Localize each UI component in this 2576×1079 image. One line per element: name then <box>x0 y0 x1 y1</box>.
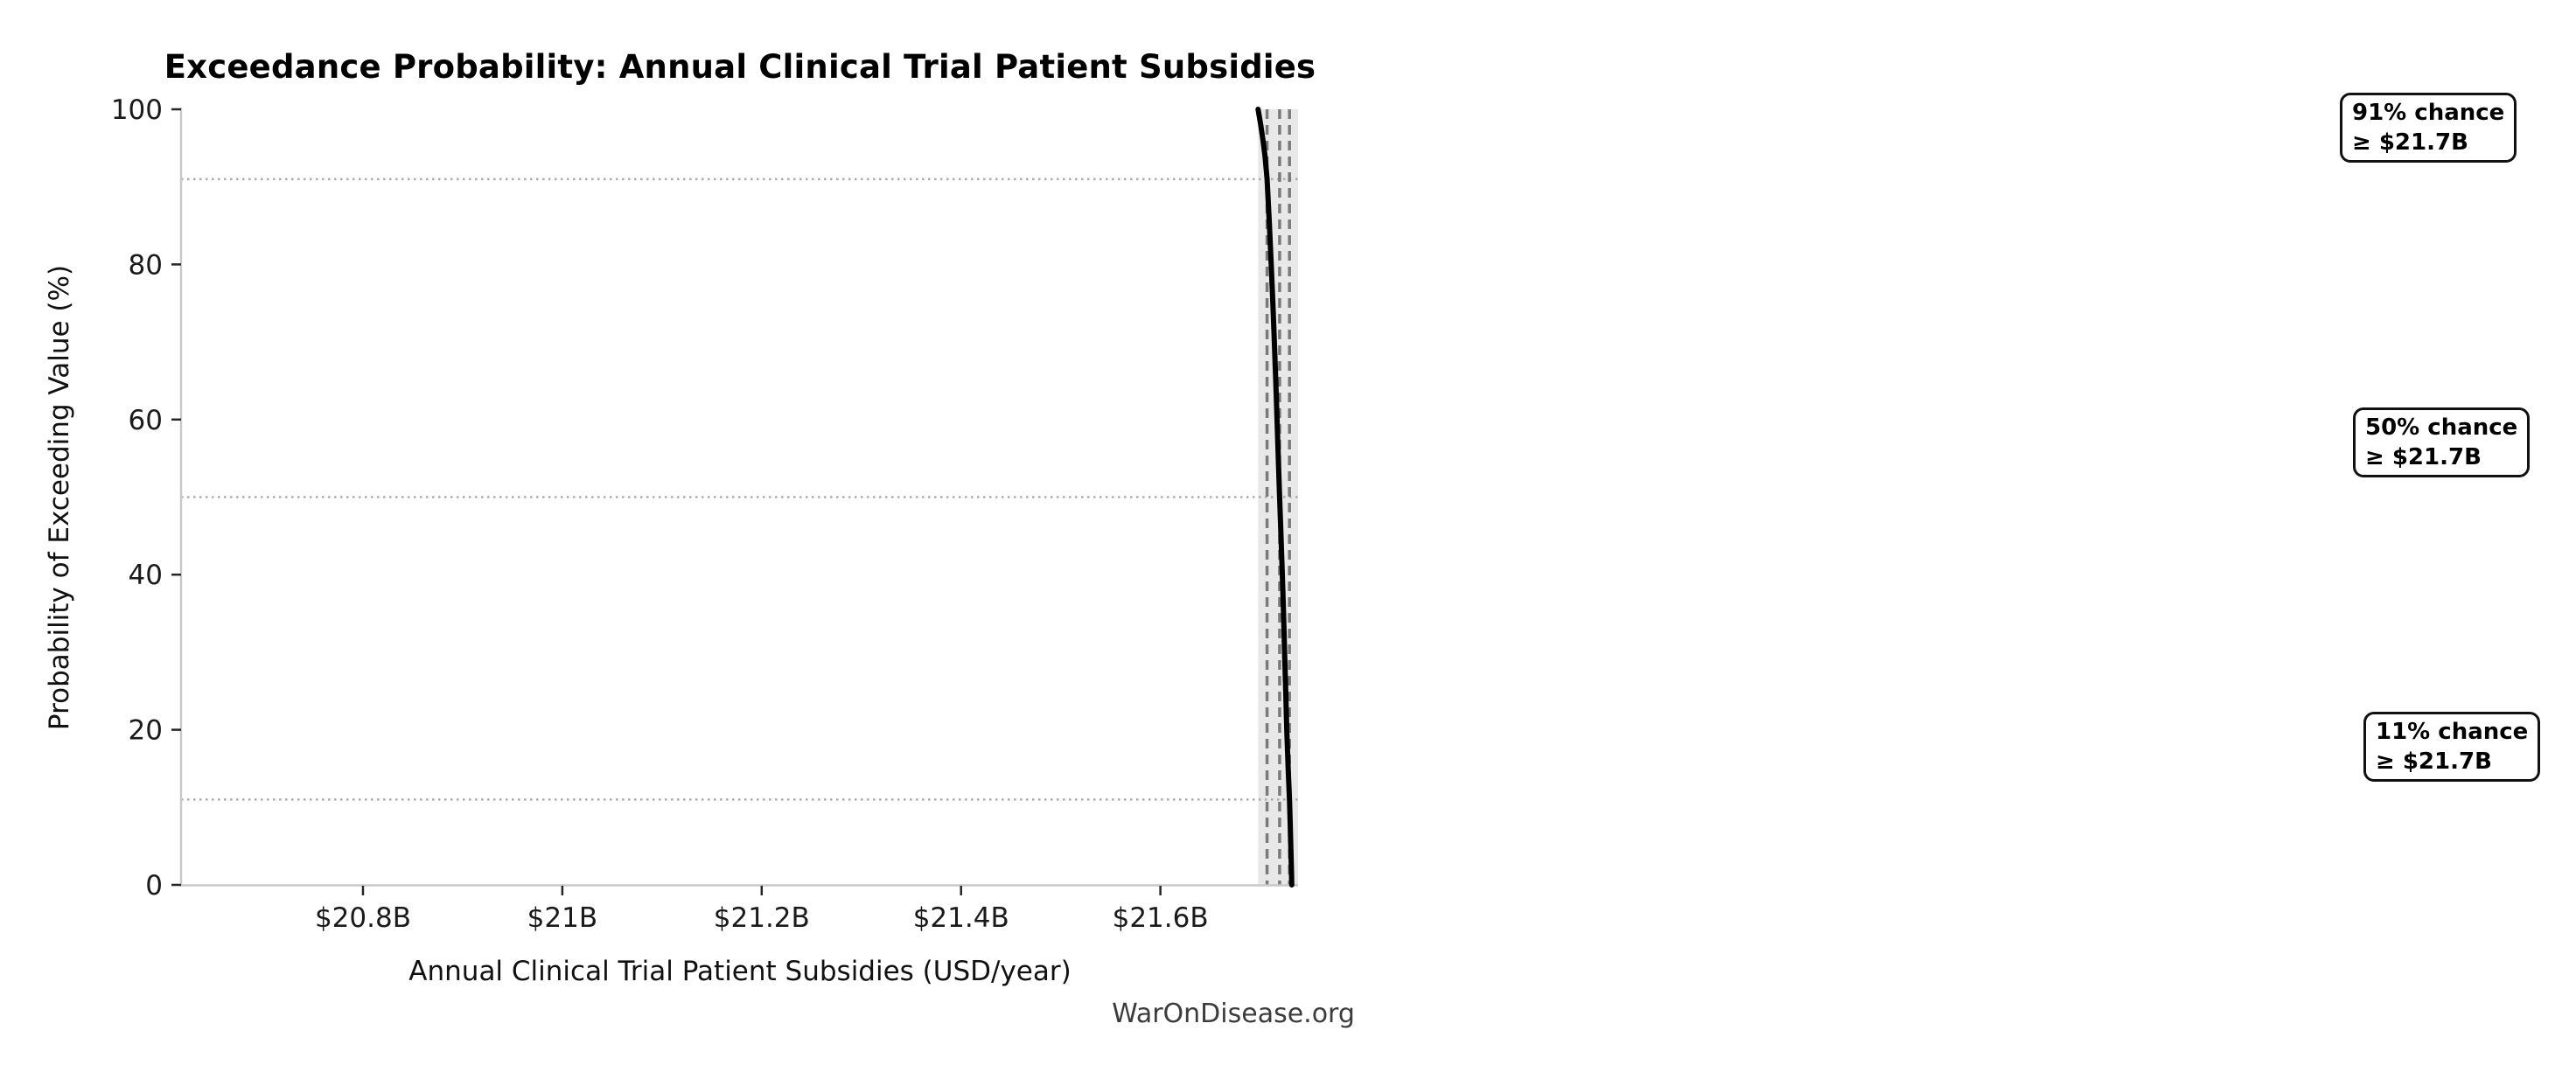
annotation-line-2: ≥ $21.7B <box>2365 444 2482 470</box>
x-tick-label: $21.2B <box>714 902 810 934</box>
watermark-text: WarOnDisease.org <box>1112 999 1355 1029</box>
y-axis-label: Probability of Exceeding Value (%) <box>44 264 75 731</box>
annotation-91-percent-box: 91% chance ≥ $21.7B <box>2340 93 2517 163</box>
annotation-11-percent-box: 11% chance ≥ $21.7B <box>2363 712 2541 782</box>
annotation-line-1: 50% chance <box>2365 414 2518 441</box>
exceedance_curve <box>1255 107 1295 888</box>
annotation-line-1: 91% chance <box>2352 100 2505 126</box>
annotation-50-percent-box: 50% chance ≥ $21.7B <box>2353 407 2531 477</box>
annotation-line-2: ≥ $21.7B <box>2376 748 2492 775</box>
annotation-line-2: ≥ $21.7B <box>2352 129 2468 156</box>
y-tick-label: 60 <box>129 405 163 436</box>
y-tick-label: 0 <box>145 870 163 901</box>
y-tick-label: 20 <box>129 715 163 747</box>
x-tick-label: $21B <box>527 902 597 934</box>
annotation-line-1: 11% chance <box>2376 719 2529 745</box>
x-tick-label: $21.4B <box>913 902 1009 934</box>
x-tick-label: $21.6B <box>1113 902 1209 934</box>
y-tick-label: 100 <box>111 94 163 126</box>
y-tick-label: 80 <box>129 249 163 281</box>
y-tick-label: 40 <box>129 560 163 591</box>
chart-title: Exceedance Probability: Annual Clinical … <box>164 48 1316 86</box>
x-tick-label: $20.8B <box>315 902 411 934</box>
x-axis-label: Annual Clinical Trial Patient Subsidies … <box>408 956 1072 987</box>
